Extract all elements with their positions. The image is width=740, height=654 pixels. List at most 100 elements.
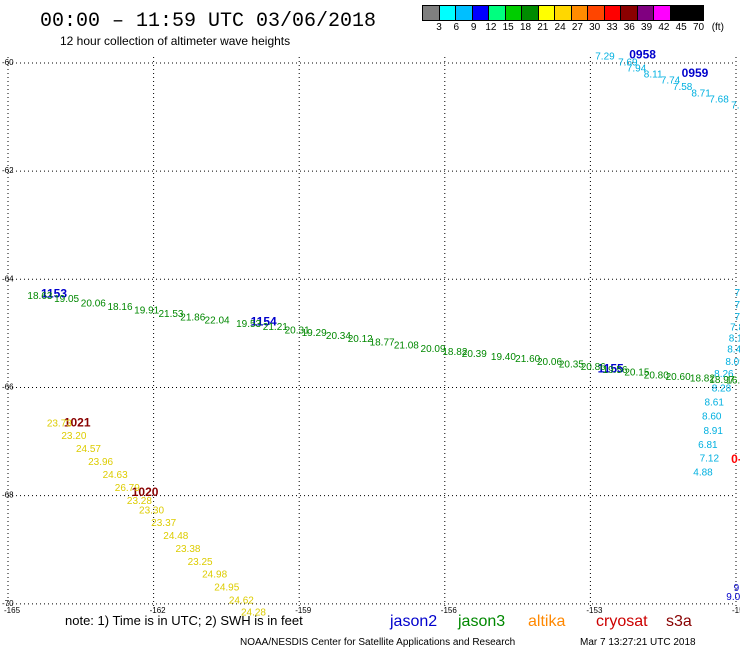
satellite-legend: jason2 jason3 altika cryosat s3a	[389, 613, 692, 630]
swh-point: 8.4	[727, 344, 740, 355]
swh-point: 18.82	[690, 374, 715, 385]
track-label: 1153	[41, 287, 67, 301]
legend-label: 39	[641, 22, 653, 33]
swh-point: 19.40	[491, 352, 516, 363]
swh-point: 20.12	[348, 334, 373, 345]
track-label: 1154	[251, 314, 277, 328]
swh-point: 8.11	[644, 70, 663, 81]
chart-subtitle: 12 hour collection of altimeter wave hei…	[60, 34, 290, 48]
swh-point: 7.69	[618, 58, 638, 69]
chart-title: 00:00 – 11:59 UTC 03/06/2018	[40, 10, 376, 33]
swh-point: 7.1	[731, 100, 740, 111]
legend-label: 36	[623, 22, 635, 33]
track-label: 1155	[598, 361, 624, 375]
legend-label: 9	[470, 22, 477, 33]
swh-point: 23.38	[175, 544, 200, 555]
satellite-name: s3a	[666, 613, 692, 630]
legend-swatch	[521, 5, 539, 21]
swh-point: 8.61	[704, 397, 724, 408]
legend-label: 33	[606, 22, 618, 33]
y-tick-label: -62	[2, 166, 14, 175]
swh-point: 21.86	[180, 312, 205, 323]
swh-point: 24.95	[214, 582, 239, 593]
legend-label: 15	[502, 22, 514, 33]
swh-point: 7.8	[730, 323, 740, 334]
swh-point: 23.96	[88, 457, 113, 468]
track-label: 0958	[629, 48, 656, 62]
x-tick-label: -156	[441, 606, 458, 615]
track-label: 0-	[731, 452, 740, 466]
legend-swatch	[620, 5, 638, 21]
legend-swatch	[488, 5, 506, 21]
swh-point: 7.68	[709, 94, 729, 105]
swh-point: 18.63	[27, 291, 52, 302]
satellite-name: cryosat	[596, 613, 648, 630]
swh-point: 20.80	[644, 370, 669, 381]
swh-point: 18.82	[442, 347, 467, 358]
legend-label: 30	[589, 22, 601, 33]
legend-swatch	[636, 5, 654, 21]
swh-point: 26.79	[115, 483, 140, 494]
axis-ticks: -60 -62 -64 -66 -68 -70-165 -162 -159 -156 -153 -1…	[2, 58, 740, 615]
swh-point: 23.37	[151, 518, 176, 529]
legend-label: 18	[519, 22, 532, 33]
swh-point: 8.1	[729, 334, 740, 345]
legend-swatch	[537, 5, 555, 21]
satellite-name: jason2	[389, 613, 437, 630]
swh-point: 7.58	[673, 82, 693, 93]
swh-point: 8.26	[714, 369, 734, 380]
x-tick-label: -159	[295, 606, 312, 615]
swh-point: 23.25	[188, 557, 213, 568]
swh-point: 24.98	[202, 569, 227, 580]
legend-swatch	[587, 5, 605, 21]
swh-point: 20.15	[624, 368, 649, 379]
swh-point: 19.53	[236, 319, 261, 330]
swh-point: 20.34	[326, 331, 351, 342]
swh-point: 20.06	[537, 357, 562, 368]
swh-point: 20.39	[462, 349, 487, 360]
swh-point: 7	[735, 300, 740, 311]
swh-point: 20.31	[285, 325, 310, 336]
y-tick-label: -64	[2, 274, 14, 283]
legend-swatch	[422, 5, 440, 21]
swh-point: 19.56	[603, 365, 628, 376]
swh-point: 20.06	[81, 298, 106, 309]
swh-point: 21.53	[158, 309, 183, 320]
swh-point: 24.48	[163, 531, 188, 542]
swh-point: 19.29	[302, 328, 327, 339]
swh-point: 7	[735, 312, 740, 323]
x-tick-label: -153	[586, 606, 603, 615]
swh-point: 9.0	[734, 583, 740, 594]
legend-swatch	[554, 5, 572, 21]
swh-point: 6.81	[698, 440, 718, 451]
legend-swatch	[504, 5, 522, 21]
legend-swatch	[471, 5, 489, 21]
swh-point: 24.28	[241, 608, 266, 619]
swh-point: 7.74	[661, 76, 681, 87]
swh-point: 20.35	[559, 359, 584, 370]
y-tick-label: -70	[2, 599, 14, 608]
satellite-name: jason3	[457, 613, 505, 630]
swh-point: 16.86	[726, 376, 740, 387]
swh-point: 8.71	[691, 88, 711, 99]
swh-point: 23.20	[61, 431, 86, 442]
track-labels: 0958 0959 1153 1154 1155 1021 1020 0-	[41, 48, 740, 500]
y-tick-label: -60	[2, 58, 14, 67]
footer-timestamp: Mar 7 13:27:21 UTC 2018	[580, 637, 696, 648]
legend-swatch	[455, 5, 473, 21]
swh-point: 8.91	[703, 426, 723, 437]
swh-point: 21.60	[515, 354, 540, 365]
track-label: 1021	[64, 415, 91, 429]
legend-swatch	[570, 5, 588, 21]
swh-point: 7.94	[627, 64, 647, 75]
legend-label: 45	[675, 22, 687, 33]
footer-credit: NOAA/NESDIS Center for Satellite Applica…	[240, 637, 515, 648]
swh-point: 21.08	[394, 341, 419, 352]
y-tick-label: -68	[2, 491, 14, 500]
legend-label: 70	[692, 22, 705, 33]
satellite-name: altika	[528, 613, 565, 630]
data-points: 7.297.697.948.117.747.588.717.687.17777.…	[27, 52, 740, 619]
swh-point: 19.91	[134, 305, 159, 316]
